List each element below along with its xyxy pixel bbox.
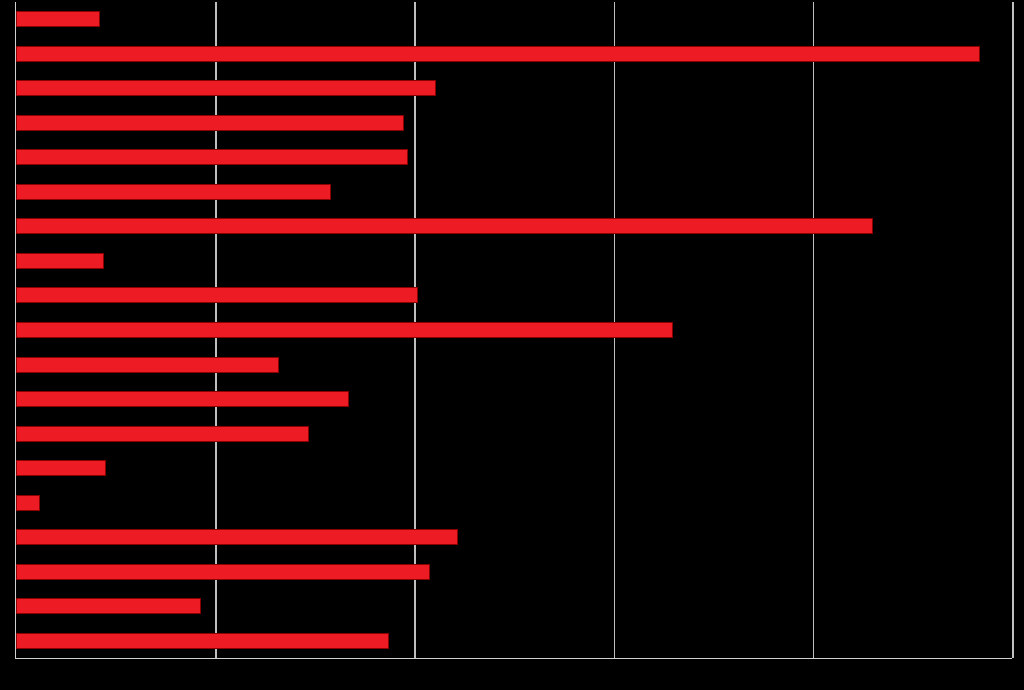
bar <box>16 322 673 338</box>
bar <box>16 564 430 580</box>
bar <box>16 11 100 27</box>
bar <box>16 391 349 407</box>
bar <box>16 598 201 614</box>
bar <box>16 287 418 303</box>
bar <box>16 357 279 373</box>
bar <box>16 184 331 200</box>
plot-area <box>15 2 1012 659</box>
bar <box>16 80 436 96</box>
bar <box>16 495 40 511</box>
gridline <box>1012 2 1014 658</box>
bar <box>16 149 408 165</box>
bar <box>16 218 873 234</box>
bar <box>16 633 389 649</box>
bar-chart <box>0 0 1024 690</box>
bar <box>16 253 104 269</box>
bar <box>16 46 980 62</box>
bar <box>16 529 458 545</box>
bar <box>16 115 404 131</box>
bar <box>16 460 106 476</box>
gridline <box>813 2 815 658</box>
bar <box>16 426 309 442</box>
